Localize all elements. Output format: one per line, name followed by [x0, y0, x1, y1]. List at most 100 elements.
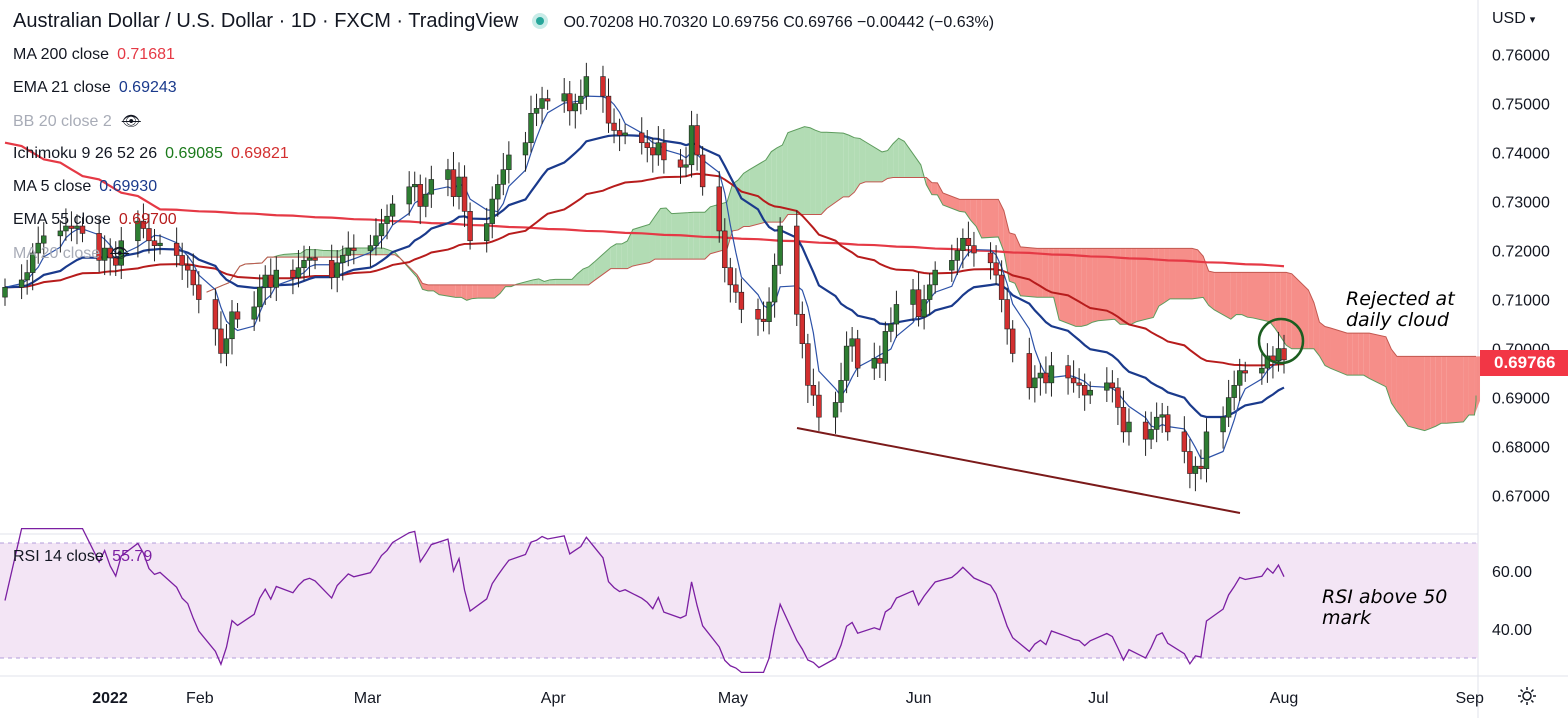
cloud-segment — [1441, 356, 1447, 424]
candle-body — [738, 291, 745, 310]
cloud-segment — [422, 283, 429, 291]
cloud-segment — [1208, 271, 1215, 310]
price-tick-label: 0.74000 — [1492, 146, 1550, 163]
rsi-tick-60: 60.00 — [1492, 564, 1532, 581]
legend-label: Ichimoku 9 26 52 26 — [13, 145, 158, 162]
candle-body — [1126, 421, 1132, 433]
cloud-segment — [970, 199, 977, 227]
cloud-segment — [1319, 322, 1325, 366]
candle-body — [1026, 353, 1033, 389]
currency-selector[interactable]: USD ▾ — [1492, 10, 1536, 27]
symbol-title[interactable]: Australian Dollar / U.S. Dollar · 1D · F… — [13, 10, 519, 32]
candle-body — [445, 169, 451, 180]
cloud-segment — [1347, 333, 1353, 376]
candle-body — [1181, 431, 1188, 452]
cloud-segment — [931, 182, 938, 195]
legend-item[interactable]: MA 5 close 0.69930 — [13, 178, 157, 196]
hidden-eye-icon[interactable]: 👁 — [110, 245, 130, 262]
cloud-segment — [848, 135, 855, 197]
cloud-segment — [1280, 272, 1287, 346]
candle-body — [921, 299, 927, 318]
candle-body — [96, 233, 102, 261]
candle-body — [140, 220, 147, 229]
candle-body — [295, 267, 302, 278]
ichimoku-cloud — [206, 126, 1481, 432]
candle-body — [1065, 365, 1071, 379]
candle-body — [755, 309, 761, 320]
candle-body — [18, 279, 25, 288]
candle-body — [2, 287, 8, 298]
legend-item[interactable]: EMA 21 close 0.69243 — [13, 79, 177, 97]
cloud-segment — [1446, 356, 1464, 424]
candle-body — [196, 284, 202, 300]
cloud-segment — [1114, 248, 1121, 325]
candle-body — [1198, 465, 1204, 469]
cloud-segment — [1086, 248, 1093, 326]
cloud-segment — [998, 199, 1004, 252]
cloud-segment — [815, 130, 822, 215]
time-axis[interactable]: 2022 Feb Mar Apr May Jun Jul Aug Sep — [92, 690, 1484, 707]
price-axis[interactable]: 0.670000.680000.690000.700000.710000.720… — [1492, 48, 1550, 506]
cloud-segment — [433, 284, 440, 295]
legend-label: EMA 55 close — [13, 211, 111, 228]
candle-body — [843, 345, 850, 381]
cloud-segment — [439, 284, 456, 298]
cloud-segment — [1430, 356, 1436, 429]
candle-body — [218, 328, 224, 354]
candle-body — [871, 358, 877, 369]
legend-item[interactable]: Ichimoku 9 26 52 26 0.69085 0.69821 — [13, 145, 289, 163]
cloud-segment — [942, 192, 960, 212]
candle-body — [1242, 370, 1248, 374]
legend-value: 0.71681 — [117, 46, 175, 63]
candle-body — [1104, 382, 1110, 391]
rsi-axis: 60.00 40.00 — [1492, 564, 1532, 639]
candle-body — [345, 247, 351, 256]
cloud-segment — [660, 208, 667, 260]
candle-body — [301, 260, 307, 268]
cloud-segment — [461, 284, 467, 301]
cloud-segment — [810, 127, 816, 215]
candle-body — [506, 154, 512, 170]
cloud-segment — [1424, 356, 1431, 431]
support-trendline[interactable] — [796, 427, 1241, 514]
candle-body — [74, 225, 80, 229]
candle-body — [832, 402, 839, 418]
candle-body — [41, 235, 47, 244]
candle-body — [1153, 416, 1160, 430]
cloud-segment — [306, 249, 312, 258]
candle-body — [1032, 377, 1038, 389]
cloud-segment — [594, 247, 611, 281]
cloud-segment — [1192, 248, 1198, 299]
cloud-segment — [610, 243, 617, 269]
candle-body — [173, 242, 180, 256]
legend-value: 0.69930 — [99, 178, 158, 195]
candle-body — [450, 169, 457, 197]
ma-200-line — [4, 141, 1285, 268]
cloud-segment — [887, 143, 894, 179]
cloud-segment — [765, 151, 772, 223]
cloud-annotation-line2: daily cloud — [1346, 309, 1449, 331]
candle-body — [1115, 387, 1121, 408]
hidden-eye-icon[interactable]: 👁 — [121, 113, 141, 130]
cloud-segment — [1396, 356, 1403, 419]
candle-body — [268, 274, 274, 288]
cloud-segment — [466, 284, 473, 301]
candle-body — [1187, 451, 1193, 474]
legend-item[interactable]: BB 20 close 2 👁 — [13, 112, 141, 131]
cloud-segment — [1291, 273, 1309, 349]
legend-item[interactable]: EMA 55 close 0.69700 — [13, 211, 177, 229]
candle-body — [572, 103, 578, 112]
rsi-legend[interactable]: RSI 14 close 55.79 — [13, 548, 152, 566]
candle-body — [1004, 299, 1010, 330]
legend-item[interactable]: MA 20 close 👁 — [13, 244, 129, 263]
settings-gear-icon[interactable] — [1516, 685, 1538, 707]
candle-body — [146, 228, 152, 242]
time-tick-label: May — [718, 690, 748, 707]
legend-item[interactable]: MA 200 close 0.71681 — [13, 46, 175, 64]
candle-body — [157, 242, 163, 246]
candle-body — [351, 247, 357, 251]
candle-body — [1237, 370, 1243, 386]
cloud-segment — [843, 133, 849, 197]
candle-body — [777, 225, 783, 266]
